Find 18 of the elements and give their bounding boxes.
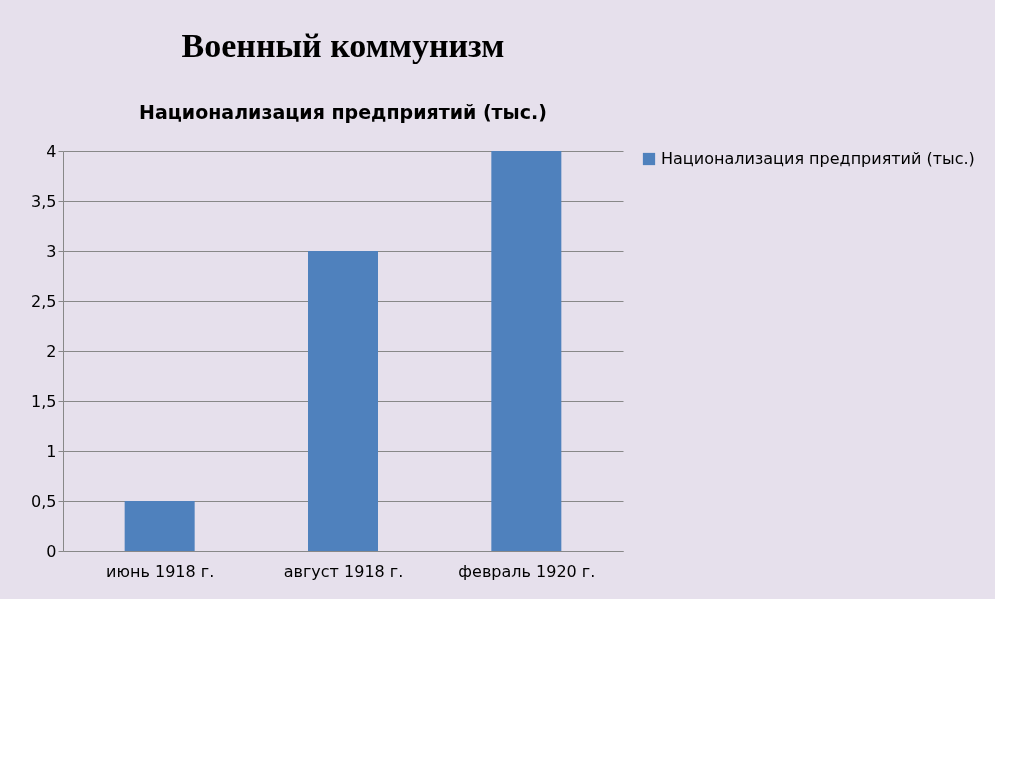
bar <box>308 251 378 551</box>
y-tick-label: 1 <box>46 441 57 461</box>
legend-label: Национализация предприятий (тыс.) <box>661 149 975 168</box>
y-tick-label: 2 <box>46 341 57 361</box>
x-tick-label: июнь 1918 г. <box>106 561 215 581</box>
chart-subtitle: Национализация предприятий (тыс.) <box>139 101 547 123</box>
y-tick-label: 1,5 <box>31 391 57 411</box>
y-tick-label: 2,5 <box>31 291 57 311</box>
y-tick-label: 4 <box>46 141 57 161</box>
chart-title: Военный коммунизм <box>181 27 505 64</box>
bar <box>124 501 195 551</box>
bar <box>491 151 562 551</box>
y-tick-label: 3 <box>46 241 57 261</box>
x-tick-label: август 1918 г. <box>283 561 404 581</box>
y-tick-label: 0 <box>46 541 57 561</box>
y-tick-label: 3,5 <box>31 191 57 211</box>
x-tick-label: февраль 1920 г. <box>458 561 596 581</box>
y-tick-label: 0,5 <box>31 491 57 511</box>
